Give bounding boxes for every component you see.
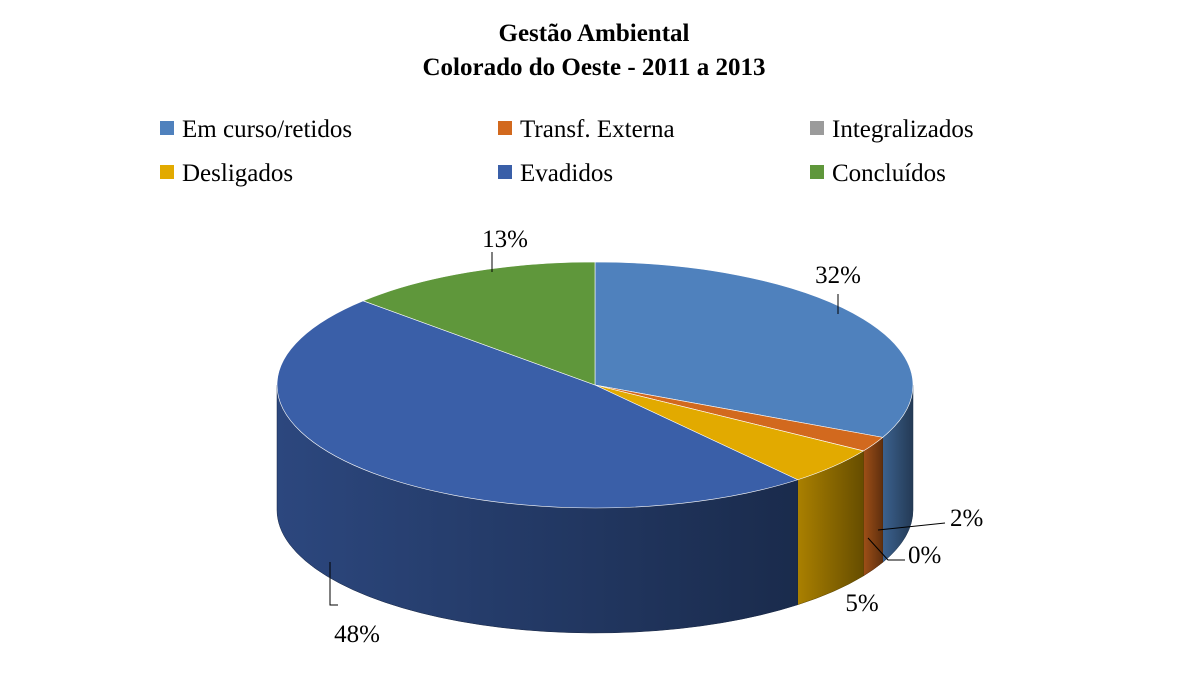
- legend-item-integralizados: Integralizados: [810, 114, 974, 146]
- legend-label: Em curso/retidos: [182, 116, 353, 143]
- legend-swatch: [498, 165, 512, 179]
- pie-slices: [276, 261, 914, 509]
- data-label-em-curso-retidos: 32%: [815, 262, 861, 289]
- pie-sides: [276, 384, 914, 634]
- pie-side-transf-externa: [863, 436, 883, 577]
- legend-swatch: [498, 121, 512, 135]
- data-label-integralizados: 0%: [908, 542, 941, 569]
- legend-item-evadidos: Evadidos: [498, 158, 613, 190]
- legend-label: Concluídos: [832, 160, 946, 187]
- chart-legend: Em curso/retidos Transf. Externa Integra…: [0, 108, 1188, 188]
- pie-slice-evadidos: [276, 300, 799, 509]
- legend-swatch: [810, 165, 824, 179]
- leader-line-transf-externa: [877, 522, 946, 531]
- pie-data-labels: 32% 2% 0% 5% 48% 13%: [334, 226, 983, 648]
- legend-swatch: [160, 121, 174, 135]
- data-label-evadidos: 48%: [334, 621, 380, 648]
- pie-leader-lines: [329, 252, 946, 606]
- leader-line-integralizados: [867, 537, 905, 561]
- legend-label: Desligados: [182, 160, 294, 187]
- chart-title: Gestão Ambiental: [498, 20, 690, 47]
- leader-line-evadidos: [329, 562, 338, 606]
- chart-subtitle: Colorado do Oeste - 2011 a 2013: [422, 54, 766, 81]
- legend-item-em-curso: Em curso/retidos: [160, 114, 352, 146]
- data-label-desligados: 5%: [845, 590, 878, 617]
- data-label-transf-externa: 2%: [950, 505, 983, 532]
- pie-slice-concluidos: [362, 261, 596, 386]
- data-label-concluidos: 13%: [482, 226, 528, 253]
- legend-label: Evadidos: [520, 160, 614, 187]
- legend-label: Integralizados: [832, 116, 974, 143]
- legend-item-concluidos: Concluídos: [810, 158, 946, 190]
- legend-swatch: [160, 165, 174, 179]
- legend-item-transf-externa: Transf. Externa: [498, 114, 675, 146]
- pie-slice-em-curso-retidos: [594, 261, 914, 438]
- legend-label: Transf. Externa: [520, 116, 675, 143]
- legend-item-desligados: Desligados: [160, 158, 293, 190]
- legend-swatch: [810, 121, 824, 135]
